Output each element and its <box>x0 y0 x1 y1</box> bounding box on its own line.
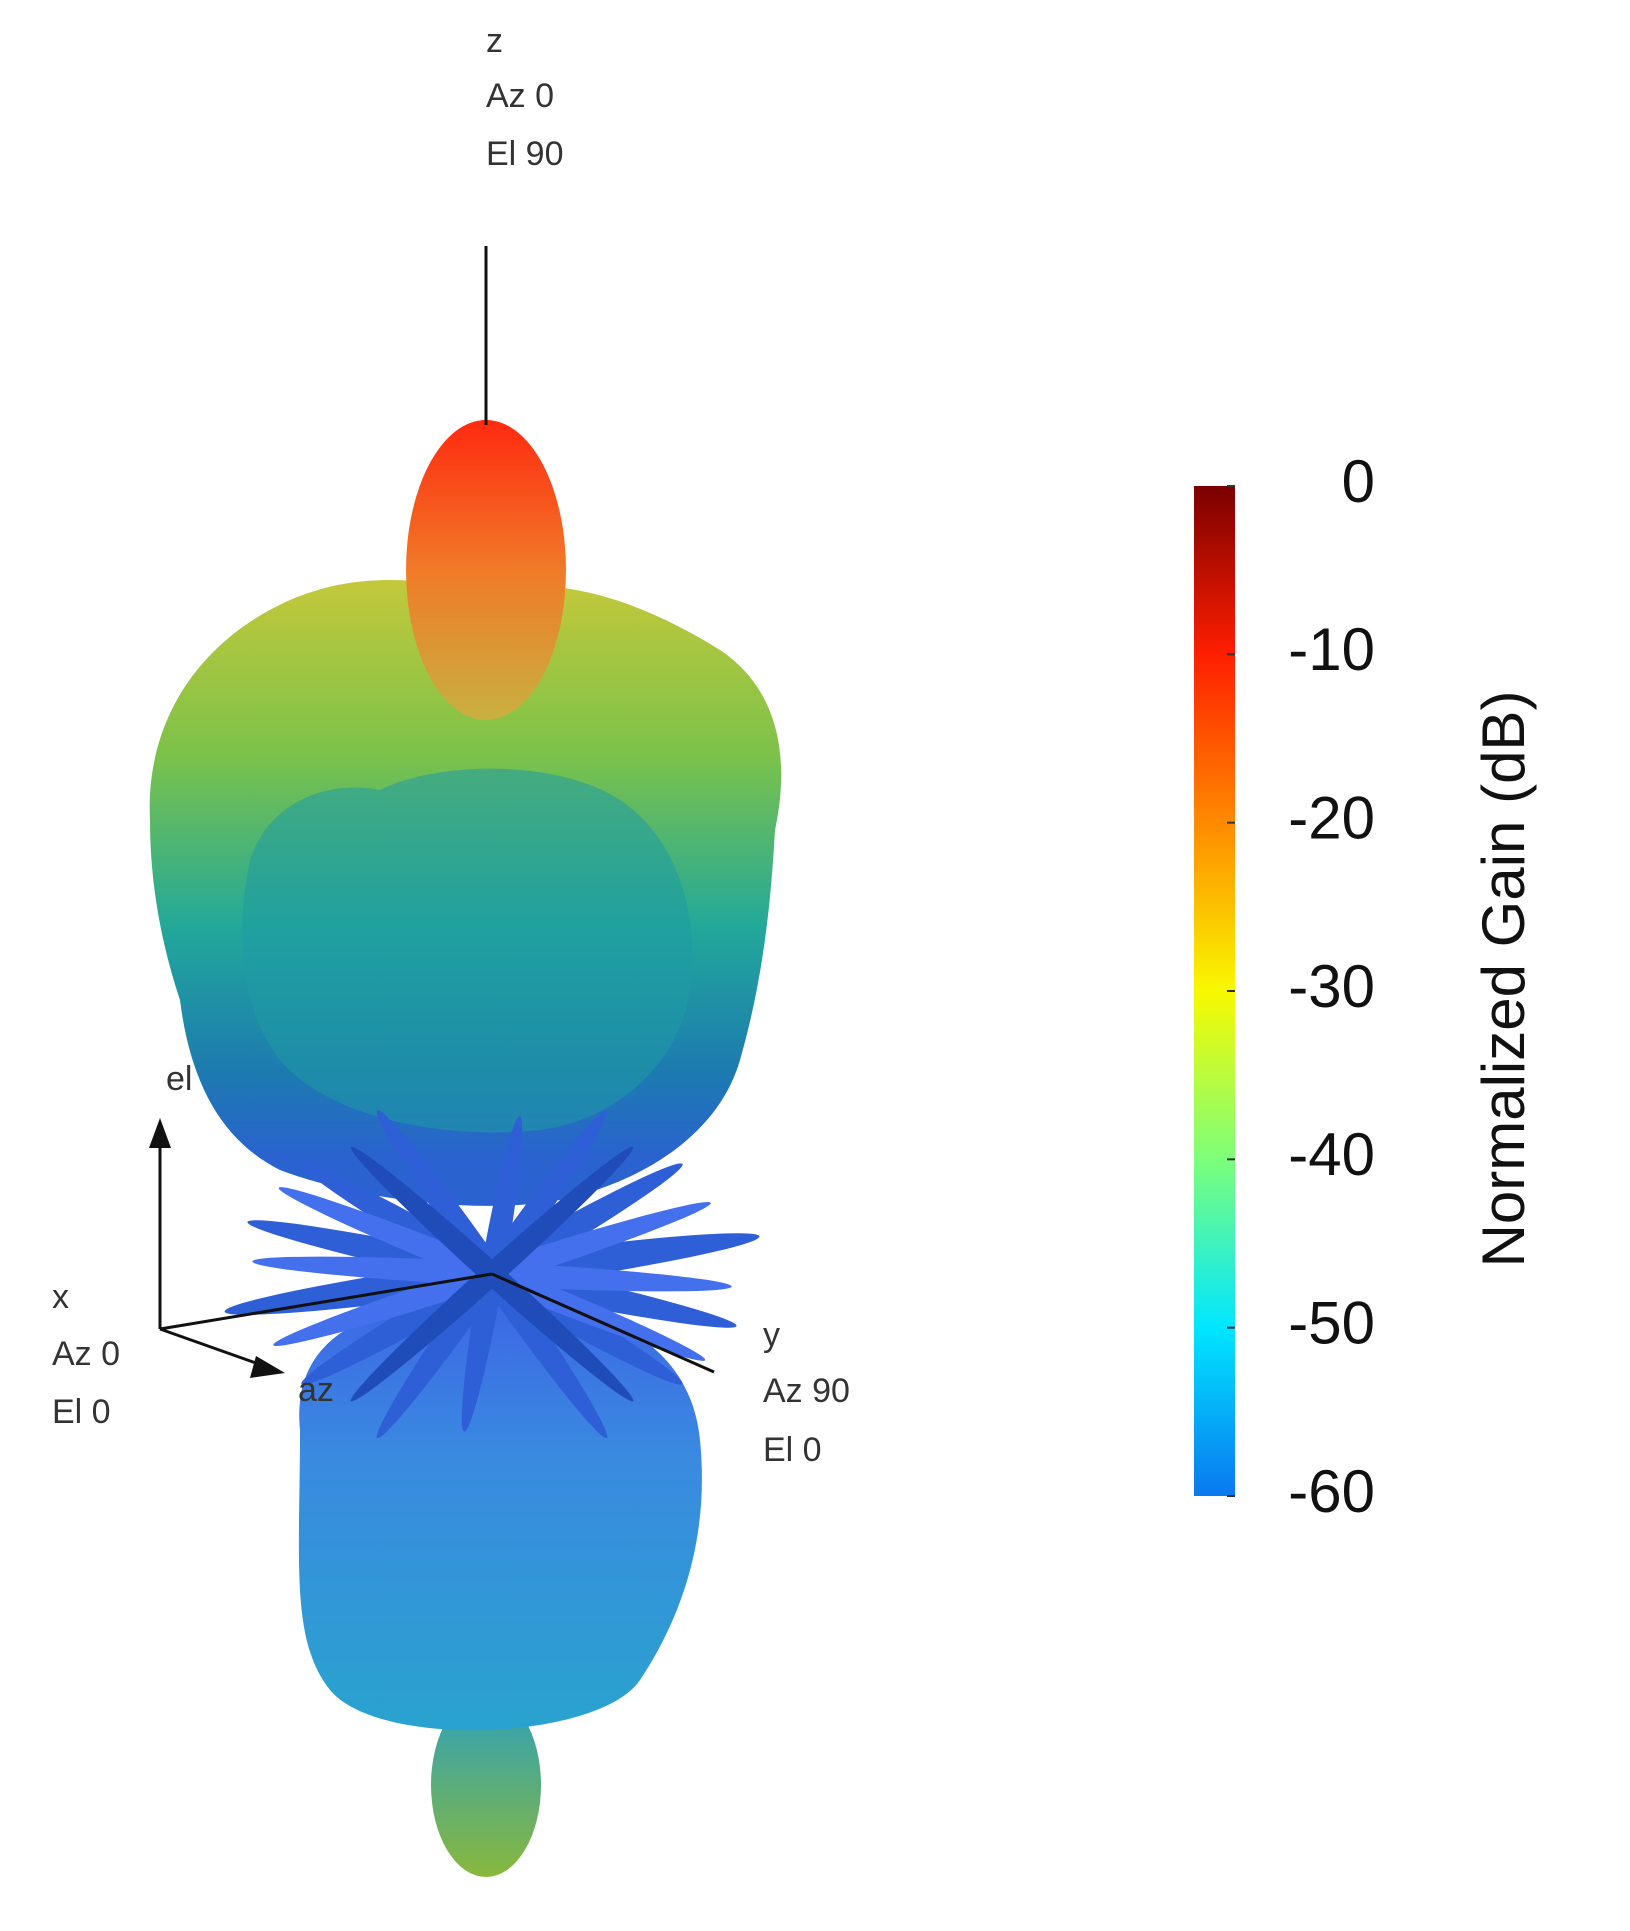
colorbar-label: Normalized Gain (dB) <box>1470 691 1537 1268</box>
colorbar-tick-label: -20 <box>1288 785 1375 852</box>
el-arrow <box>149 1118 171 1148</box>
z-label: Az 0 <box>486 77 554 115</box>
colorbar-tick-label: -40 <box>1288 1121 1375 1188</box>
colorbar-tick-label: -10 <box>1288 616 1375 683</box>
az-arrow <box>250 1356 285 1378</box>
colorbar-tick-label: -50 <box>1288 1290 1375 1357</box>
colorbar-tick-label: -30 <box>1288 953 1375 1020</box>
colorbar-tick-label: -60 <box>1288 1458 1375 1525</box>
z-label: El 90 <box>486 135 564 173</box>
x-label: El 0 <box>52 1393 111 1431</box>
y-label: y <box>763 1316 780 1354</box>
colorbar-tick-label: 0 <box>1342 448 1375 515</box>
el-label: el <box>166 1060 192 1098</box>
axes-lines <box>158 246 715 1374</box>
x-label: Az 0 <box>52 1335 120 1373</box>
pattern-surface <box>149 420 782 1877</box>
y-label: El 0 <box>763 1431 822 1469</box>
x-label: x <box>52 1278 69 1316</box>
y-label: Az 90 <box>763 1372 850 1410</box>
az-label: az <box>298 1371 334 1409</box>
z-label: z <box>486 22 503 60</box>
